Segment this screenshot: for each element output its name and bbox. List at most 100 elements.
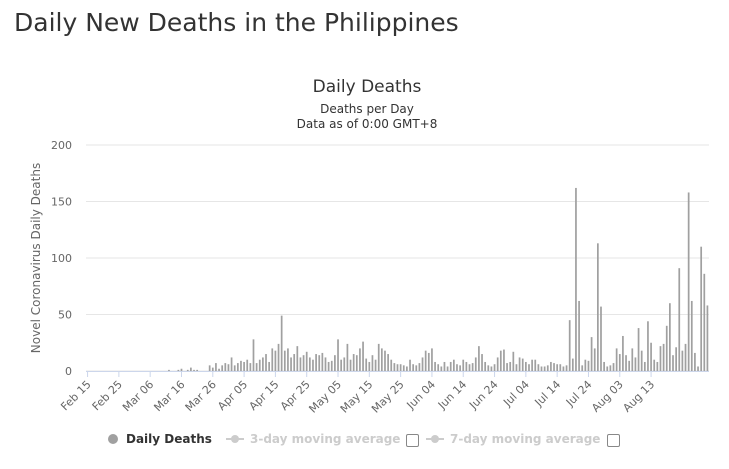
bar[interactable] — [559, 364, 562, 371]
bar[interactable] — [553, 363, 555, 371]
bar[interactable] — [409, 359, 411, 371]
bar[interactable] — [246, 359, 249, 371]
bar[interactable] — [537, 364, 540, 371]
bar[interactable] — [343, 357, 346, 371]
bar[interactable] — [315, 354, 317, 371]
bar[interactable] — [509, 361, 512, 371]
bar[interactable] — [262, 357, 264, 371]
bar[interactable] — [349, 359, 352, 371]
bar[interactable] — [268, 361, 270, 371]
bar[interactable] — [600, 306, 602, 371]
bar[interactable] — [421, 357, 424, 371]
legend-item-daily-deaths[interactable]: Daily Deaths — [108, 432, 212, 446]
bar[interactable] — [330, 360, 333, 371]
bar[interactable] — [506, 363, 508, 371]
bar[interactable] — [299, 357, 302, 371]
bar[interactable] — [327, 361, 330, 371]
bar[interactable] — [346, 343, 349, 371]
bar[interactable] — [340, 359, 343, 371]
bar[interactable] — [653, 359, 656, 371]
bar[interactable] — [258, 359, 261, 371]
bar[interactable] — [224, 363, 227, 371]
bar[interactable] — [290, 357, 292, 371]
bar[interactable] — [277, 343, 280, 371]
bar[interactable] — [230, 357, 233, 371]
bar[interactable] — [593, 348, 596, 371]
bar[interactable] — [672, 355, 674, 371]
bar[interactable] — [190, 367, 192, 371]
bar[interactable] — [168, 369, 170, 371]
bar[interactable] — [521, 358, 524, 371]
bar[interactable] — [186, 369, 189, 371]
bar[interactable] — [669, 303, 671, 371]
bar[interactable] — [697, 366, 699, 371]
bar[interactable] — [590, 337, 593, 371]
bar[interactable] — [503, 349, 505, 371]
bar[interactable] — [496, 357, 499, 371]
bar[interactable] — [402, 365, 405, 371]
bar[interactable] — [193, 369, 195, 371]
bar[interactable] — [377, 343, 380, 371]
bar[interactable] — [694, 352, 696, 371]
bar[interactable] — [628, 360, 631, 371]
bar[interactable] — [478, 346, 480, 371]
bar[interactable] — [412, 364, 415, 371]
bar[interactable] — [274, 350, 277, 371]
bar[interactable] — [499, 350, 502, 371]
bar[interactable] — [390, 359, 393, 371]
bar[interactable] — [196, 369, 198, 371]
bar[interactable] — [437, 364, 440, 371]
bar[interactable] — [684, 343, 687, 371]
bar[interactable] — [637, 328, 640, 371]
bar[interactable] — [396, 364, 399, 371]
bar[interactable] — [618, 354, 621, 371]
bar[interactable] — [211, 367, 214, 371]
bar[interactable] — [578, 300, 580, 371]
bar[interactable] — [280, 315, 283, 371]
bar[interactable] — [312, 359, 314, 371]
bar[interactable] — [418, 363, 421, 371]
bar[interactable] — [465, 361, 468, 371]
legend-item-7-day-average[interactable]: 7-day moving average — [426, 432, 600, 446]
bar[interactable] — [177, 369, 180, 371]
bar[interactable] — [424, 350, 427, 371]
bar[interactable] — [615, 348, 618, 371]
bar[interactable] — [337, 339, 339, 371]
bar[interactable] — [255, 363, 258, 371]
bar[interactable] — [662, 343, 665, 371]
bar[interactable] — [659, 346, 662, 371]
bar[interactable] — [490, 366, 493, 371]
bar[interactable] — [606, 366, 609, 371]
bar[interactable] — [609, 365, 612, 371]
bar[interactable] — [365, 358, 368, 371]
bar[interactable] — [687, 192, 690, 371]
bar[interactable] — [446, 366, 449, 371]
bar[interactable] — [518, 357, 521, 371]
bar[interactable] — [334, 355, 336, 371]
bar[interactable] — [631, 348, 634, 371]
bar[interactable] — [603, 361, 605, 371]
legend-item-3-day-average[interactable]: 3-day moving average — [226, 432, 400, 446]
bar[interactable] — [293, 354, 296, 371]
bar[interactable] — [308, 357, 311, 371]
bar[interactable] — [271, 348, 274, 371]
bar[interactable] — [681, 350, 684, 371]
bar[interactable] — [452, 359, 455, 371]
bar[interactable] — [515, 364, 518, 371]
bar[interactable] — [180, 368, 183, 371]
bar[interactable] — [471, 363, 474, 371]
bar[interactable] — [324, 357, 327, 371]
bar[interactable] — [468, 364, 471, 371]
bar[interactable] — [528, 364, 530, 371]
bar[interactable] — [700, 246, 703, 371]
bar[interactable] — [647, 321, 649, 371]
bar[interactable] — [434, 361, 436, 371]
bar[interactable] — [703, 273, 706, 371]
bar[interactable] — [556, 364, 559, 371]
bar[interactable] — [546, 365, 549, 371]
bar[interactable] — [265, 354, 267, 371]
bar[interactable] — [374, 359, 377, 371]
bar[interactable] — [221, 365, 224, 371]
bar[interactable] — [431, 348, 433, 371]
bar[interactable] — [534, 359, 537, 371]
